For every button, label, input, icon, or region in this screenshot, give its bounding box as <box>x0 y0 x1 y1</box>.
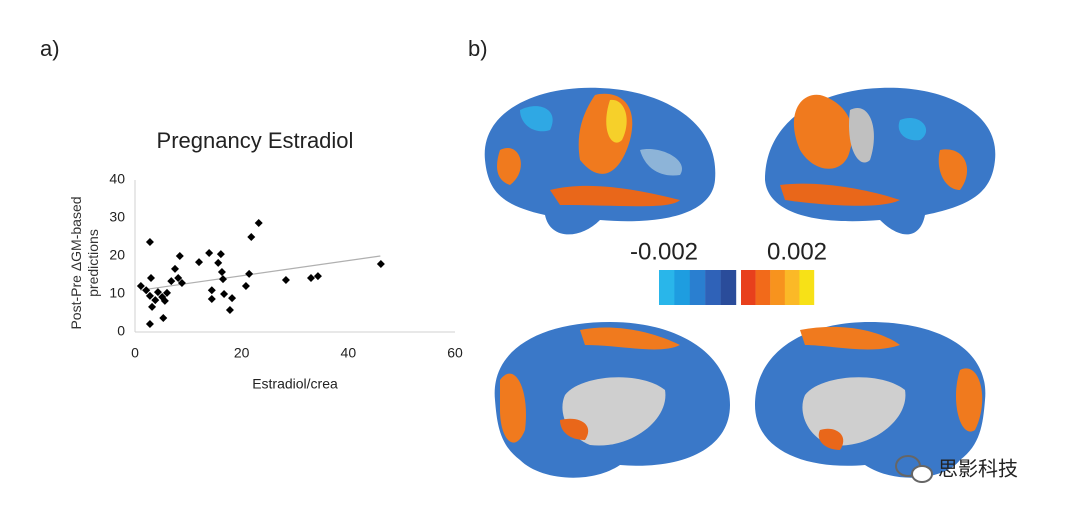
colorbar-swatch <box>705 270 721 305</box>
data-point <box>136 282 145 291</box>
data-point <box>376 259 385 268</box>
data-point <box>205 248 214 257</box>
data-point <box>281 275 290 284</box>
colorbar-swatch <box>720 270 737 305</box>
data-point <box>307 274 315 283</box>
colorbar-swatch <box>689 270 706 305</box>
data-point <box>177 278 186 287</box>
brain-lateral-left <box>484 87 716 235</box>
chart-title: Pregnancy Estradiol <box>157 128 354 153</box>
colorbar-max-label: 0.002 <box>767 238 827 265</box>
data-point <box>241 282 250 291</box>
watermark-icon <box>895 455 933 483</box>
colorbar-swatch <box>770 270 785 305</box>
data-point <box>153 288 162 297</box>
y-tick-label: 0 <box>117 323 125 339</box>
data-point <box>195 258 203 267</box>
data-point <box>207 294 216 303</box>
x-tick-label: 60 <box>447 345 463 361</box>
data-point <box>220 290 229 298</box>
data-point <box>254 218 263 227</box>
trendline <box>140 255 381 291</box>
y-axis-label: Post-Pre ΔGM-based predictions <box>68 196 101 330</box>
data-point <box>160 296 169 305</box>
panel-label: b) <box>468 36 488 61</box>
panel-label: a) <box>40 36 60 61</box>
brain-medial-right <box>755 322 986 478</box>
colorbar-min-label: -0.002 <box>630 238 698 265</box>
data-point <box>145 291 154 300</box>
data-point <box>175 252 184 260</box>
data-point <box>163 288 171 297</box>
brain-lateral-right <box>765 87 996 235</box>
data-point <box>174 274 183 283</box>
x-tick-label: 0 <box>131 345 139 361</box>
x-axis-label: Estradiol/crea <box>252 376 338 392</box>
data-point <box>145 237 154 246</box>
data-point <box>207 286 216 295</box>
data-point <box>228 294 237 303</box>
data-point <box>171 264 179 273</box>
data-point <box>216 250 225 259</box>
y-tick-label: 20 <box>109 247 125 263</box>
data-point <box>219 275 227 284</box>
colorbar-swatch <box>741 270 756 305</box>
colorbar-swatch <box>674 270 690 305</box>
colorbar-swatch <box>659 270 675 305</box>
data-point <box>145 320 154 329</box>
data-point <box>225 305 234 314</box>
data-point <box>148 302 157 311</box>
data-point <box>247 233 256 241</box>
data-point <box>313 272 322 281</box>
data-point <box>151 296 160 305</box>
y-tick-label: 10 <box>109 285 125 301</box>
data-point <box>167 277 176 286</box>
data-point <box>217 267 226 276</box>
colorbar-swatch <box>755 270 771 305</box>
data-point <box>159 313 168 322</box>
colorbar-swatch <box>784 270 800 305</box>
colorbar-swatch <box>799 270 815 305</box>
data-point <box>245 269 254 278</box>
watermark: 思影科技 <box>938 457 1018 480</box>
brain-medial-left <box>494 322 730 478</box>
x-tick-label: 20 <box>234 345 250 361</box>
data-point <box>142 286 151 295</box>
y-tick-label: 40 <box>109 171 125 187</box>
data-point <box>147 274 155 283</box>
data-point <box>214 258 223 267</box>
x-tick-label: 40 <box>341 345 357 361</box>
y-tick-label: 30 <box>109 209 125 225</box>
